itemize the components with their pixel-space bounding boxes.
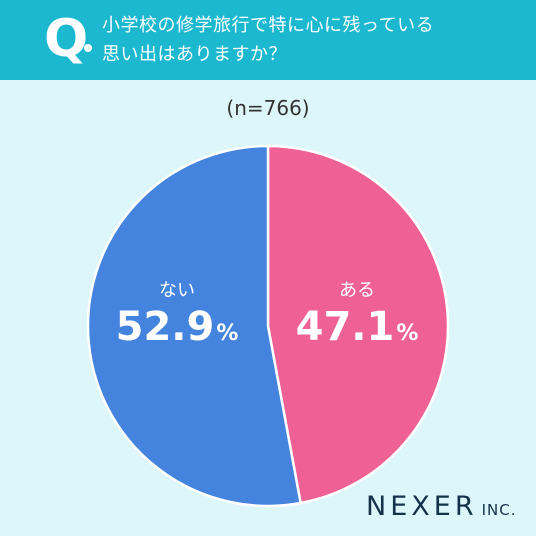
nexer-logo: NEXER INC. xyxy=(366,491,516,522)
question-text: 小学校の修学旅行で特に心に残っている 思い出はありますか？ xyxy=(102,11,522,69)
question-header: Q 小学校の修学旅行で特に心に残っている 思い出はありますか？ xyxy=(0,0,536,80)
q-dot xyxy=(84,44,92,52)
slice-category-nai: ない xyxy=(159,280,195,301)
slice-value-nai: 52.9% xyxy=(115,304,239,350)
logo-sub: INC. xyxy=(481,501,517,519)
pie-slice-aru xyxy=(266,144,450,505)
logo-main: NEXER xyxy=(366,491,478,522)
sample-size: (n=766) xyxy=(226,96,310,120)
question-line-1: 小学校の修学旅行で特に心に残っている xyxy=(102,15,435,36)
slice-label-aru: ある 47.1% xyxy=(272,280,442,359)
question-line-2: 思い出はありますか？ xyxy=(102,44,287,65)
slice-category-aru: ある xyxy=(339,280,375,301)
pie-slice-nai xyxy=(86,144,303,508)
q-mark: Q xyxy=(44,9,89,69)
slice-label-nai: ない 52.9% xyxy=(92,280,262,359)
slice-value-aru: 47.1% xyxy=(295,304,419,350)
